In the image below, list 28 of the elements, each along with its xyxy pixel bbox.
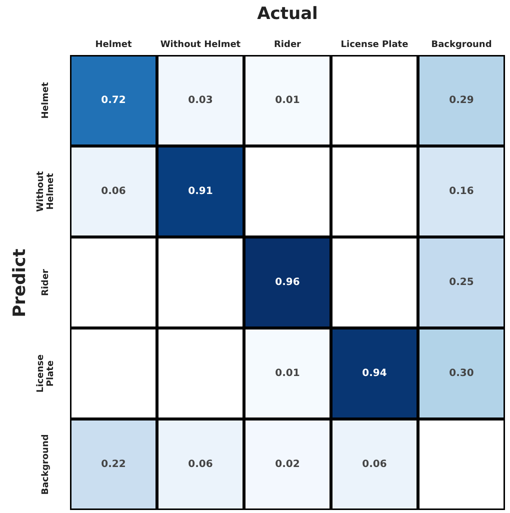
x-tick-label: Without Helmet (160, 40, 242, 50)
y-tick-label: Rider (41, 268, 51, 296)
y-tick-label: Helmet (41, 82, 51, 119)
data-label: 0.03 (188, 95, 213, 106)
y-tick-label: Background (41, 434, 51, 495)
y-axis-title: Predict (10, 248, 30, 317)
data-label: 0.25 (449, 277, 474, 288)
x-tick-label: Background (431, 40, 492, 50)
data-label: 0.72 (101, 95, 126, 106)
data-label: 0.01 (275, 95, 300, 106)
x-tick-label: Rider (274, 40, 302, 50)
data-label: 0.01 (275, 368, 300, 379)
data-label: 0.22 (101, 459, 126, 470)
chart-title: Actual (256, 4, 319, 24)
data-label: 0.29 (449, 95, 474, 106)
y-tick-label: Without Helmet (36, 170, 56, 212)
data-label: 0.06 (101, 186, 126, 197)
x-tick-label: Helmet (95, 40, 132, 50)
data-label: 0.06 (362, 459, 387, 470)
data-label: 0.94 (362, 368, 387, 379)
data-label: 0.06 (188, 459, 213, 470)
x-tick-label: License Plate (340, 40, 408, 50)
data-label: 0.02 (275, 459, 300, 470)
data-label: 0.30 (449, 368, 474, 379)
data-label: 0.96 (275, 277, 300, 288)
data-label: 0.16 (449, 186, 474, 197)
y-tick-label: License Plate (36, 354, 56, 393)
data-label: 0.91 (188, 186, 213, 197)
